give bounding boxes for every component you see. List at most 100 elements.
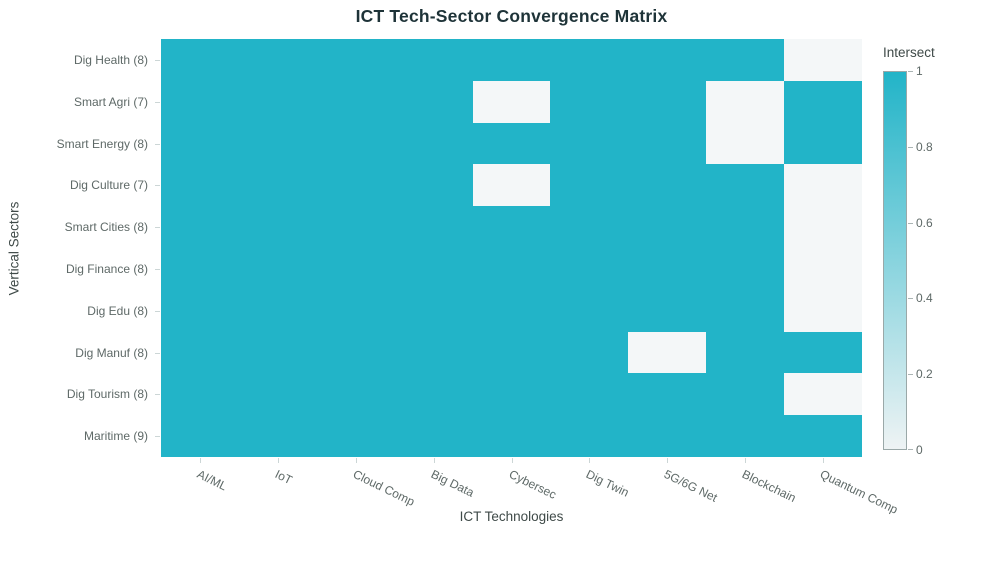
x-tick-label: Dig Twin: [584, 467, 632, 500]
heatmap-cell-4-1[interactable]: [238, 206, 317, 248]
heatmap-cell-4-0[interactable]: [161, 206, 239, 248]
heatmap-cell-1-7[interactable]: [706, 80, 785, 123]
y-tick-mark: [155, 144, 160, 145]
heatmap-cell-4-6[interactable]: [628, 206, 707, 248]
heatmap-cell-0-4[interactable]: [472, 39, 551, 81]
heatmap-cell-5-3[interactable]: [394, 247, 473, 290]
heatmap-cell-1-0[interactable]: [161, 80, 239, 123]
x-tick-mark: [356, 458, 357, 463]
heatmap-cell-8-5[interactable]: [550, 373, 629, 416]
heatmap-cell-7-6[interactable]: [628, 331, 707, 374]
heatmap-cell-7-0[interactable]: [161, 331, 239, 374]
heatmap-cell-0-5[interactable]: [550, 39, 629, 81]
heatmap-cell-5-1[interactable]: [238, 247, 317, 290]
heatmap-cell-1-3[interactable]: [394, 80, 473, 123]
heatmap-cell-3-1[interactable]: [238, 164, 317, 207]
heatmap-cell-9-4[interactable]: [472, 415, 551, 457]
heatmap-cell-2-4[interactable]: [472, 122, 551, 165]
heatmap-cell-7-3[interactable]: [394, 331, 473, 374]
heatmap-cell-5-7[interactable]: [706, 247, 785, 290]
heatmap-cell-5-6[interactable]: [628, 247, 707, 290]
heatmap-cell-0-6[interactable]: [628, 39, 707, 81]
heatmap-cell-0-8[interactable]: [784, 39, 862, 81]
x-tick-label: Blockchain: [740, 467, 799, 506]
heatmap-cell-6-8[interactable]: [784, 289, 862, 332]
heatmap-cell-0-1[interactable]: [238, 39, 317, 81]
heatmap-cell-8-8[interactable]: [784, 373, 862, 416]
heatmap-cell-2-1[interactable]: [238, 122, 317, 165]
heatmap-cell-5-8[interactable]: [784, 247, 862, 290]
heatmap-cell-2-6[interactable]: [628, 122, 707, 165]
heatmap-cell-7-8[interactable]: [784, 331, 862, 374]
heatmap-cell-6-5[interactable]: [550, 289, 629, 332]
heatmap-cell-6-4[interactable]: [472, 289, 551, 332]
heatmap-cell-0-0[interactable]: [161, 39, 239, 81]
heatmap-cell-1-5[interactable]: [550, 80, 629, 123]
heatmap-cell-8-2[interactable]: [316, 373, 395, 416]
heatmap-cell-3-2[interactable]: [316, 164, 395, 207]
heatmap-cell-8-4[interactable]: [472, 373, 551, 416]
heatmap-cell-8-3[interactable]: [394, 373, 473, 416]
heatmap-cell-7-7[interactable]: [706, 331, 785, 374]
heatmap-cell-9-2[interactable]: [316, 415, 395, 457]
heatmap-cell-6-2[interactable]: [316, 289, 395, 332]
heatmap-cell-0-3[interactable]: [394, 39, 473, 81]
heatmap-cell-4-2[interactable]: [316, 206, 395, 248]
heatmap-cell-3-7[interactable]: [706, 164, 785, 207]
heatmap-cell-6-6[interactable]: [628, 289, 707, 332]
heatmap-cell-8-1[interactable]: [238, 373, 317, 416]
heatmap-cell-1-8[interactable]: [784, 80, 862, 123]
heatmap-cell-6-3[interactable]: [394, 289, 473, 332]
heatmap-cell-3-6[interactable]: [628, 164, 707, 207]
heatmap-cell-2-3[interactable]: [394, 122, 473, 165]
heatmap-cell-9-8[interactable]: [784, 415, 862, 457]
heatmap-cell-7-2[interactable]: [316, 331, 395, 374]
heatmap-cell-3-4[interactable]: [472, 164, 551, 207]
x-tick-label: 5G/6G Net: [662, 467, 720, 505]
heatmap-cell-5-5[interactable]: [550, 247, 629, 290]
y-tick-label: Dig Health (8): [73, 52, 148, 67]
heatmap-cell-4-3[interactable]: [394, 206, 473, 248]
heatmap-cell-4-8[interactable]: [784, 206, 862, 248]
heatmap-cell-2-5[interactable]: [550, 122, 629, 165]
heatmap-cell-2-7[interactable]: [706, 122, 785, 165]
heatmap-cell-9-7[interactable]: [706, 415, 785, 457]
heatmap-cell-5-2[interactable]: [316, 247, 395, 290]
heatmap-cell-8-0[interactable]: [161, 373, 239, 416]
x-tick-label: Big Data: [428, 467, 476, 500]
heatmap-cell-1-4[interactable]: [472, 80, 551, 123]
heatmap-cell-2-8[interactable]: [784, 122, 862, 165]
heatmap-cell-4-4[interactable]: [472, 206, 551, 248]
colorbar-tick-mark: [908, 71, 913, 72]
heatmap-cell-3-0[interactable]: [161, 164, 239, 207]
heatmap-cell-8-6[interactable]: [628, 373, 707, 416]
heatmap-cell-9-3[interactable]: [394, 415, 473, 457]
heatmap-cell-7-1[interactable]: [238, 331, 317, 374]
heatmap-cell-7-5[interactable]: [550, 331, 629, 374]
heatmap-cell-6-0[interactable]: [161, 289, 239, 332]
heatmap-cell-5-0[interactable]: [161, 247, 239, 290]
heatmap-cell-6-1[interactable]: [238, 289, 317, 332]
heatmap-cell-5-4[interactable]: [472, 247, 551, 290]
heatmap-cell-1-1[interactable]: [238, 80, 317, 123]
x-tick-mark: [434, 458, 435, 463]
heatmap-cell-3-3[interactable]: [394, 164, 473, 207]
heatmap-cell-4-7[interactable]: [706, 206, 785, 248]
heatmap-cell-2-2[interactable]: [316, 122, 395, 165]
heatmap-cell-7-4[interactable]: [472, 331, 551, 374]
heatmap-cell-4-5[interactable]: [550, 206, 629, 248]
heatmap-cell-0-2[interactable]: [316, 39, 395, 81]
heatmap-cell-3-5[interactable]: [550, 164, 629, 207]
heatmap-cell-9-5[interactable]: [550, 415, 629, 457]
heatmap-cell-0-7[interactable]: [706, 39, 785, 81]
heatmap-cell-3-8[interactable]: [784, 164, 862, 207]
heatmap-cell-2-0[interactable]: [161, 122, 239, 165]
heatmap-cell-1-2[interactable]: [316, 80, 395, 123]
heatmap-cell-9-0[interactable]: [161, 415, 239, 457]
heatmap-cell-1-6[interactable]: [628, 80, 707, 123]
x-tick-mark: [278, 458, 279, 463]
heatmap-cell-9-1[interactable]: [238, 415, 317, 457]
heatmap-cell-9-6[interactable]: [628, 415, 707, 457]
heatmap-cell-6-7[interactable]: [706, 289, 785, 332]
heatmap-cell-8-7[interactable]: [706, 373, 785, 416]
